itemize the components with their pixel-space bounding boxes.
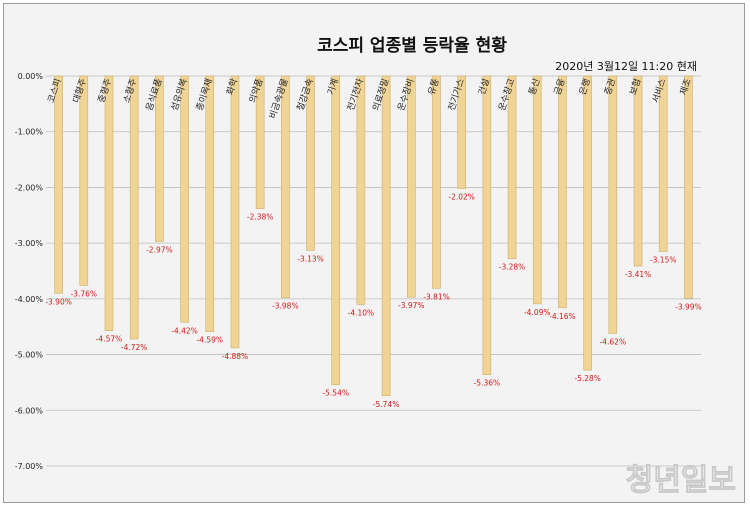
bar <box>79 75 89 286</box>
y-tick-label: -4.00% <box>15 295 44 304</box>
value-label: -4.10% <box>348 308 375 317</box>
category-label: 유통 <box>426 77 442 96</box>
value-label: -3.15% <box>650 256 677 265</box>
value-label: -5.74% <box>373 400 400 409</box>
y-tick-label: -7.00% <box>15 462 44 471</box>
bar <box>205 75 215 333</box>
value-label: -5.36% <box>474 379 501 388</box>
value-label: -5.54% <box>322 389 349 398</box>
value-label: -4.59% <box>196 336 223 345</box>
bar <box>507 75 517 260</box>
bar-chart: 코스피 업종별 등락율 현황 2020년 3월12일 11:20 현재 0.00… <box>15 36 737 498</box>
value-label: -2.02% <box>448 193 475 202</box>
bar <box>104 75 114 331</box>
chart-subtitle: 2020년 3월12일 11:20 현재 <box>555 59 697 73</box>
value-label: -4.62% <box>600 337 627 346</box>
bar <box>230 75 240 349</box>
bar <box>155 75 164 242</box>
bar <box>381 75 391 397</box>
value-label: -3.76% <box>71 289 98 298</box>
value-label: -3.41% <box>625 270 652 279</box>
bar <box>406 75 416 298</box>
value-label: -3.99% <box>675 302 702 311</box>
value-label: -4.16% <box>549 312 576 321</box>
value-label: -4.57% <box>96 335 123 344</box>
bar <box>633 75 643 267</box>
y-tick-label: -5.00% <box>15 351 44 360</box>
category-label: 보험 <box>628 77 644 96</box>
value-label: -3.90% <box>45 297 72 306</box>
value-label: -4.72% <box>121 343 148 352</box>
bar <box>457 75 466 189</box>
y-tick-label: 0.00% <box>18 72 44 81</box>
category-label: 건설 <box>477 77 493 96</box>
category-label: 통신 <box>527 77 543 96</box>
bar <box>54 75 63 294</box>
value-label: -2.38% <box>247 213 274 222</box>
value-label: -3.13% <box>297 254 324 263</box>
chart-frame: 코스피 업종별 등락율 현황 2020년 3월12일 11:20 현재 0.00… <box>3 3 745 503</box>
y-tick-label: -2.00% <box>15 183 44 192</box>
value-label: -2.97% <box>146 245 173 254</box>
value-label: -3.81% <box>423 292 450 301</box>
bar <box>482 75 492 375</box>
value-label: -4.42% <box>171 326 198 335</box>
value-label: -3.28% <box>499 263 526 272</box>
bar <box>255 75 265 209</box>
value-label: -3.97% <box>398 301 425 310</box>
publisher-watermark: 청년일보 <box>626 463 736 498</box>
bar <box>658 75 668 252</box>
bar <box>432 75 441 289</box>
bars <box>54 75 693 397</box>
chart-title: 코스피 업종별 등락율 현황 <box>317 36 507 56</box>
bar <box>356 75 366 305</box>
value-labels: -3.90%-3.76% -4.57%-4.72% -2.97% -4.42%-4.5… <box>45 193 701 409</box>
bar <box>331 75 341 385</box>
y-axis-ticks: 0.00% -1.00% -2.00% -3.00% -4.00% -5.00% -6.00… <box>15 72 44 471</box>
y-tick-label: -3.00% <box>15 239 44 248</box>
y-tick-label: -1.00% <box>15 128 44 137</box>
category-label: 금융 <box>552 77 568 96</box>
value-label: -4.88% <box>222 352 249 361</box>
bar <box>583 75 592 371</box>
bar <box>532 75 542 305</box>
bar <box>684 75 693 299</box>
y-tick-label: -6.00% <box>15 406 44 415</box>
bar <box>180 75 189 323</box>
category-label: 제조 <box>678 77 694 96</box>
bar <box>608 75 618 334</box>
category-label: 화학 <box>225 77 241 96</box>
value-label: -4.09% <box>524 308 551 317</box>
bar <box>558 75 567 309</box>
bar <box>129 75 139 340</box>
bar <box>306 75 315 251</box>
bar <box>281 75 290 299</box>
value-label: -3.98% <box>272 302 299 311</box>
value-label: -5.28% <box>574 374 601 383</box>
category-labels: 코스피 대형주 중형주 소형주 음식료품 섬유의복 종이목재 화학 의약품 비금속광물 철강금속 기계… <box>46 77 694 120</box>
